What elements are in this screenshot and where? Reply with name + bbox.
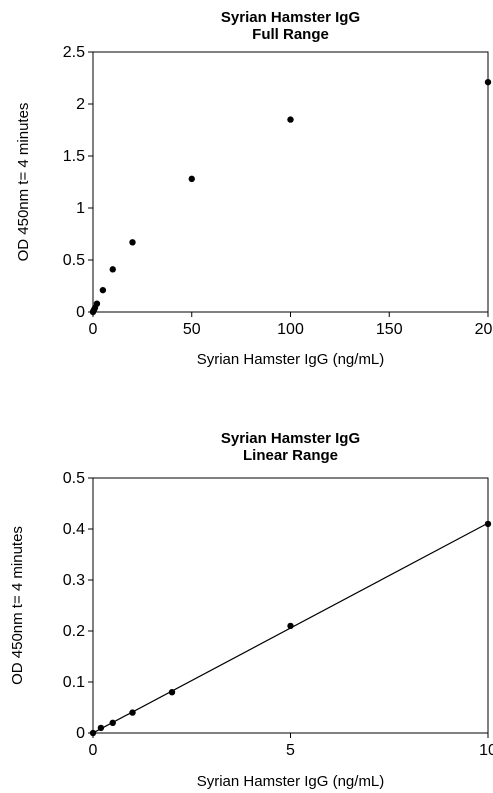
plot-area-frame [92, 51, 489, 313]
data-point [109, 266, 116, 273]
y-tick-label: 2.5 [63, 44, 85, 61]
data-point [168, 689, 176, 696]
data-point [109, 719, 116, 726]
y-tick-label: 1.5 [63, 148, 85, 165]
y-tick-label: 0.5 [63, 470, 85, 487]
x-axis-label: Syrian Hamster IgG (ng/mL) [197, 351, 385, 368]
x-tick-label: 5 [286, 742, 295, 759]
x-tick-label: 0 [89, 321, 98, 338]
chart-title: Syrian Hamster IgG [221, 430, 360, 447]
y-tick-label: 0.5 [63, 252, 85, 269]
y-tick-label: 0 [76, 725, 85, 742]
x-tick-label: 100 [277, 321, 304, 338]
x-tick-label: 200 [475, 321, 493, 338]
x-tick-label: 0 [89, 742, 98, 759]
y-tick-label: 0.4 [63, 521, 85, 538]
data-point [97, 724, 105, 732]
data-point [129, 239, 136, 246]
data-point [89, 729, 97, 737]
chart-title: Syrian Hamster IgG [221, 9, 360, 26]
y-tick-label: 0.3 [63, 572, 85, 589]
data-point [484, 78, 492, 86]
chart-subtitle: Full Range [252, 26, 329, 43]
y-tick-label: 0.2 [63, 623, 85, 640]
x-tick-label: 150 [376, 321, 403, 338]
data-point [287, 116, 294, 123]
y-tick-label: 2 [76, 96, 85, 113]
data-point [99, 286, 107, 294]
chart-subtitle: Linear Range [243, 447, 338, 464]
data-point [188, 175, 195, 183]
y-tick-label: 0 [76, 304, 85, 321]
data-point [484, 520, 492, 528]
y-tick-label: 0.1 [63, 674, 85, 691]
x-tick-label: 10 [479, 742, 493, 759]
y-axis-label: OD 450nm t= 4 minutes [15, 103, 32, 262]
data-point [287, 622, 294, 630]
x-axis-label: Syrian Hamster IgG (ng/mL) [197, 773, 385, 790]
plot-area-frame [92, 477, 489, 734]
data-point [129, 709, 136, 716]
x-tick-label: 50 [183, 321, 201, 338]
y-axis-label: OD 450nm t= 4 minutes [9, 526, 26, 685]
data-point [93, 300, 101, 307]
y-tick-label: 1 [76, 200, 85, 217]
